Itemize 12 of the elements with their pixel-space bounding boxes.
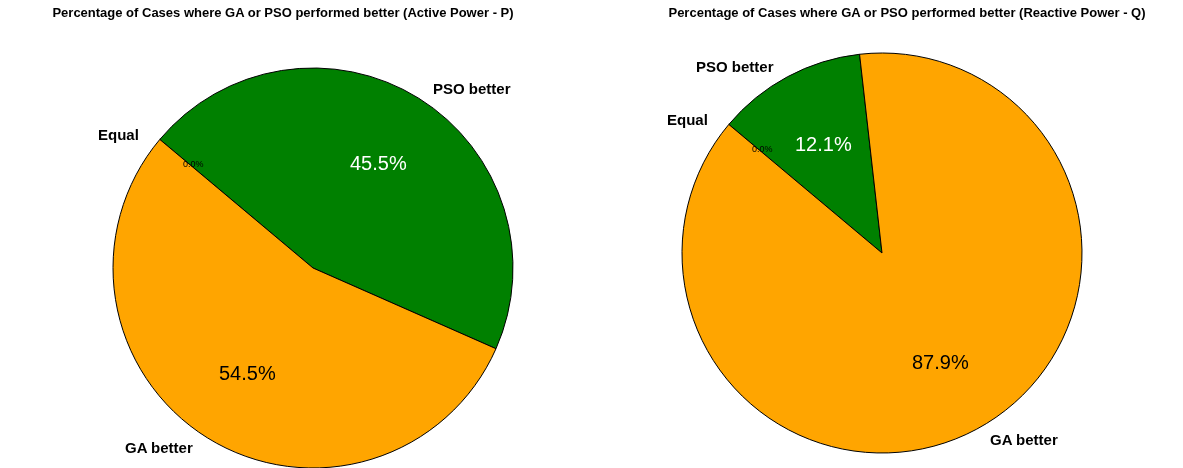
chart-title: Percentage of Cases where GA or PSO performed better (Active Power - P)	[52, 4, 514, 20]
data-label: 54.5%	[219, 362, 276, 384]
chart-title: Percentage of Cases where GA or PSO performed better (Reactive Power - Q)	[668, 4, 1146, 20]
data-label: 12.1%	[795, 133, 852, 155]
slice-label: GA better	[990, 431, 1058, 448]
data-label: 45.5%	[350, 152, 407, 174]
data-label: 87.9%	[912, 351, 969, 373]
category-label: Equal	[98, 126, 139, 143]
category-label: Equal	[667, 111, 708, 128]
slice-label: GA better	[125, 439, 193, 456]
slice-label: PSO better	[696, 58, 774, 75]
slice-label: PSO better	[433, 80, 511, 97]
